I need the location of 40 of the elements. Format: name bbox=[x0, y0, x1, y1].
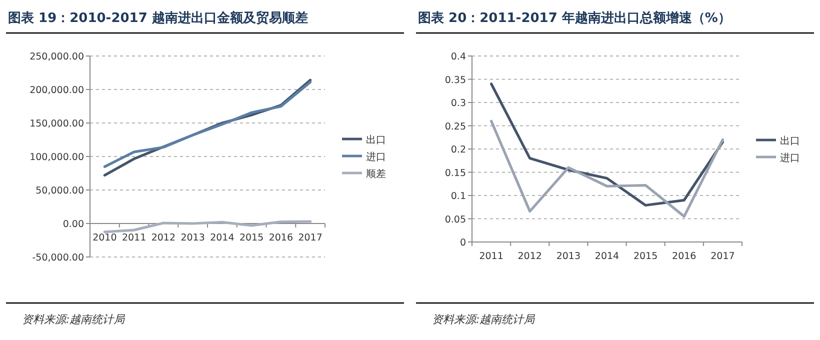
x-tick-label: 2010 bbox=[92, 232, 117, 244]
y-tick-label: 0.2 bbox=[450, 144, 466, 156]
x-tick-label: 2015 bbox=[633, 251, 658, 262]
y-tick-label: 0.4 bbox=[450, 52, 466, 62]
y-tick-label: 0 bbox=[460, 238, 466, 248]
legend-label: 出口 bbox=[366, 134, 386, 146]
x-tick-label: 2012 bbox=[151, 232, 176, 244]
y-tick-label: 0.05 bbox=[444, 214, 466, 226]
x-tick-label: 2015 bbox=[239, 232, 264, 244]
x-tick-label: 2014 bbox=[210, 232, 234, 244]
y-tick-label: 0.15 bbox=[444, 168, 466, 179]
y-tick-label: 100,000.00 bbox=[30, 152, 84, 163]
y-tick-label: 0.25 bbox=[444, 121, 466, 132]
y-tick-label: 0.1 bbox=[450, 191, 466, 202]
legend-label: 进口 bbox=[366, 151, 386, 163]
y-tick-label: 0.00 bbox=[62, 219, 84, 230]
text: 资料来源:越南统计局 bbox=[22, 313, 126, 326]
x-tick-label: 2017 bbox=[710, 251, 735, 262]
y-tick-label: 50,000.00 bbox=[36, 186, 84, 196]
x-tick-label: 2011 bbox=[122, 232, 146, 244]
legend-label: 顺差 bbox=[366, 168, 386, 180]
x-tick-label: 2017 bbox=[298, 232, 322, 244]
y-tick-label: 0.35 bbox=[444, 74, 466, 86]
x-tick-label: 2014 bbox=[594, 251, 620, 262]
text: 资料来源:越南统计局 bbox=[432, 313, 536, 326]
x-tick-label: 2016 bbox=[672, 251, 696, 262]
x-tick-label: 2013 bbox=[556, 251, 581, 262]
legend-label: 出口 bbox=[780, 135, 800, 147]
legend-label: 进口 bbox=[780, 152, 800, 164]
x-tick-label: 2016 bbox=[268, 232, 294, 244]
x-tick-label: 2011 bbox=[479, 251, 504, 262]
x-tick-label: 2012 bbox=[518, 251, 542, 262]
y-tick-label: -50,000.00 bbox=[32, 252, 84, 264]
x-tick-label: 2013 bbox=[180, 232, 205, 244]
y-tick-label: 150,000.00 bbox=[30, 118, 84, 130]
y-tick-label: 200,000.00 bbox=[30, 85, 84, 96]
y-tick-label: 0.3 bbox=[450, 98, 466, 109]
y-tick-label: 250,000.00 bbox=[30, 52, 84, 62]
chart-title: 图表 20：2011-2017 年越南进出口总额增速（%） bbox=[418, 10, 731, 26]
chart-title: 图表 19：2010-2017 越南进出口金额及贸易顺差 bbox=[8, 10, 308, 26]
